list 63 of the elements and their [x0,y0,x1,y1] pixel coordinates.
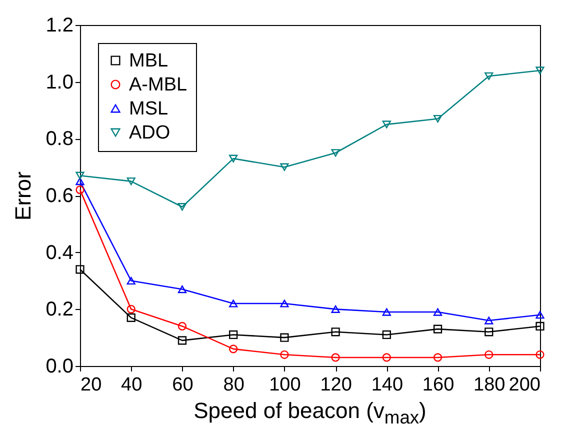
point [331,149,340,157]
point [126,177,136,186]
y-tick-label: 0.8 [46,128,74,150]
point [126,304,136,314]
point [229,154,238,162]
point [536,322,544,331]
point [280,300,289,308]
point [229,330,238,340]
point [433,324,442,334]
point [433,353,442,362]
x-tick-label: 20 [80,374,102,396]
point [433,114,442,123]
point [382,353,391,362]
y-tick-label: 0.4 [46,242,74,264]
point [178,322,187,331]
point [76,172,84,180]
legend-label: MSL [129,98,168,120]
point [484,316,494,324]
point [331,353,340,362]
point [382,120,391,128]
point [229,344,238,354]
point [433,308,442,316]
y-tick-label: 0.6 [46,185,74,207]
x-tick-label: 180 [474,374,506,396]
point [229,300,238,308]
point [331,305,340,313]
point [484,72,494,80]
point [76,186,84,194]
point [536,311,544,319]
point [382,330,391,340]
x-tick-label: 200 [508,374,540,396]
y-tick-label: 1.2 [46,14,74,36]
x-axis-title: Speed of beacon (v$_{max}$) [192,398,428,428]
point [178,203,187,211]
point [382,308,391,316]
legend-label: MBL [129,50,168,72]
point [280,350,289,359]
y-axis-title: Error [10,172,36,220]
x-tick-label: 160 [422,374,454,396]
point [76,177,84,186]
y-tick-label: 0.0 [46,356,74,378]
x-tick-label: 120 [320,374,352,396]
point [126,313,136,322]
x-tick-label: 140 [371,374,404,396]
point [76,265,84,274]
point [331,328,340,336]
point [536,66,544,74]
y-tick-label: 0.2 [46,298,74,321]
legend-label: A-MBL [129,74,188,96]
point [178,285,187,294]
y-tick-label: 1.0 [46,71,74,94]
point [280,333,289,342]
x-tick-label: 80 [223,374,244,396]
x-tick-label: 40 [121,374,142,396]
point [178,336,187,345]
legend-label: ADO [129,122,170,144]
x-tick-label: 100 [269,374,301,396]
point [484,350,494,359]
point [536,350,544,359]
x-tick-label: 60 [172,374,194,396]
point [126,276,136,285]
point [280,163,289,171]
point [484,328,494,336]
